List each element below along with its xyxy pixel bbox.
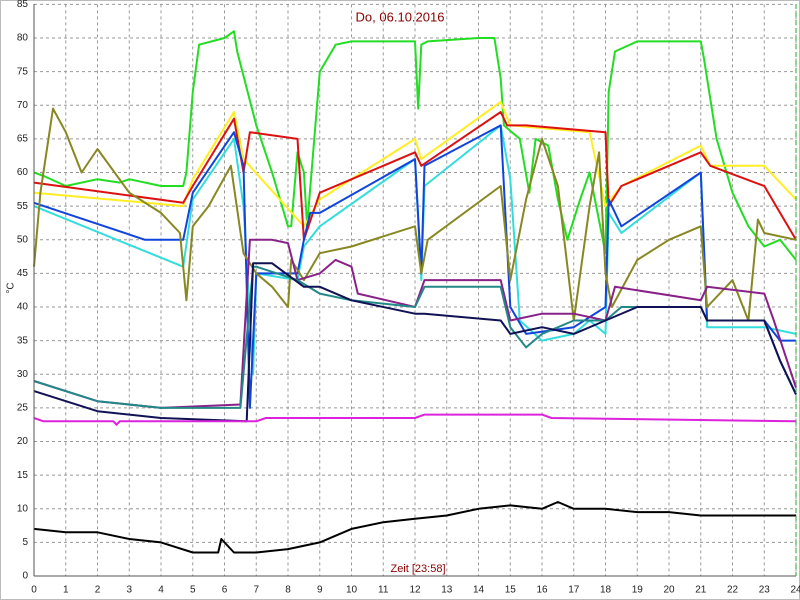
x-tick-label: 24	[790, 585, 800, 596]
series-line	[33, 501, 796, 554]
y-tick-label: 50	[17, 234, 29, 245]
x-tick-label: 7	[253, 585, 259, 596]
y-tick-label: 70	[17, 100, 29, 111]
y-tick-label: 10	[17, 503, 29, 514]
x-tick-label: 13	[441, 585, 453, 596]
series-line	[33, 262, 797, 423]
y-tick-label: 5	[22, 537, 28, 548]
y-tick-label: 55	[17, 201, 29, 212]
x-tick-label: 18	[600, 585, 612, 596]
chart-title: Do, 06.10.2016	[356, 9, 445, 24]
x-tick-label: 23	[759, 585, 771, 596]
y-tick-label: 35	[17, 335, 29, 346]
y-tick-label: 60	[17, 167, 29, 178]
x-tick-label: 9	[317, 585, 323, 596]
x-axis-label: Zeit [23:58]	[390, 563, 445, 575]
x-tick-label: 10	[346, 585, 358, 596]
x-tick-label: 4	[158, 585, 164, 596]
x-tick-label: 3	[126, 585, 132, 596]
x-tick-label: 22	[727, 585, 739, 596]
x-tick-label: 0	[31, 585, 37, 596]
series-line	[33, 100, 797, 228]
x-tick-label: 17	[568, 585, 580, 596]
y-tick-label: 40	[17, 302, 29, 313]
x-tick-label: 12	[409, 585, 421, 596]
series-line	[33, 30, 797, 261]
y-tick-label: 85	[17, 0, 29, 10]
y-tick-label: 15	[17, 470, 29, 481]
x-tick-label: 11	[378, 585, 389, 596]
y-tick-label: 75	[17, 66, 29, 77]
x-tick-label: 5	[190, 585, 196, 596]
series-line	[33, 413, 797, 426]
y-tick-label: 25	[17, 403, 29, 414]
series-line	[33, 107, 797, 322]
x-tick-label: 21	[695, 585, 707, 596]
x-tick-label: 15	[505, 585, 517, 596]
x-tick-label: 20	[663, 585, 675, 596]
x-tick-label: 2	[95, 585, 101, 596]
y-tick-label: 30	[17, 369, 29, 380]
y-tick-label: 20	[17, 436, 29, 447]
x-tick-label: 16	[536, 585, 548, 596]
x-tick-label: 6	[222, 585, 228, 596]
y-tick-label: 0	[22, 571, 28, 582]
x-tick-label: 14	[473, 585, 485, 596]
x-tick-label: 19	[632, 585, 644, 596]
x-tick-label: 1	[63, 585, 69, 596]
x-tick-label: 8	[285, 585, 291, 596]
y-tick-label: 80	[17, 33, 29, 44]
y-axis-label: °C	[6, 282, 17, 293]
y-tick-label: 45	[17, 268, 29, 279]
y-tick-label: 65	[17, 134, 29, 145]
